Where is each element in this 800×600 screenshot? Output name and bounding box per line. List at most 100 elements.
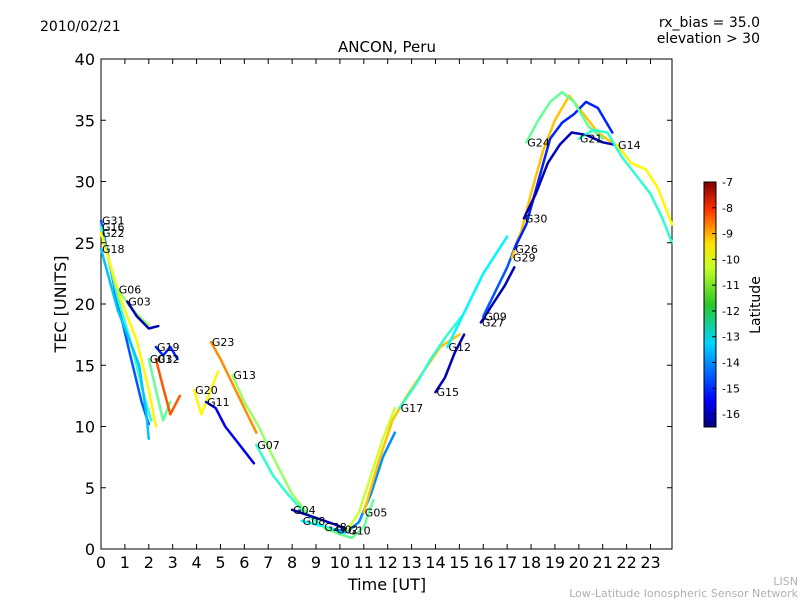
colorbar-tick-label: -12 (722, 305, 740, 318)
x-tick-label: 22 (616, 553, 636, 572)
series-g19 (154, 345, 179, 361)
x-tick-label: 18 (521, 553, 541, 572)
colorbar-label: Latitude (748, 276, 764, 334)
x-tick-label: 9 (311, 553, 321, 572)
series-label-g14: G14 (618, 139, 641, 152)
series-g26 (513, 100, 614, 251)
x-tick-label: 20 (569, 553, 589, 572)
x-tick-label: 1 (120, 553, 130, 572)
series-g05 (362, 333, 461, 514)
x-tick-label: 2 (144, 553, 154, 572)
series-g23 (209, 340, 258, 434)
colorbar-tick-label: -15 (722, 382, 740, 395)
x-tick-label: 5 (215, 553, 225, 572)
series-g10 (345, 406, 397, 532)
series-label-g15: G15 (436, 386, 459, 399)
series-g11 (204, 400, 256, 465)
colorbar-tick-label: -16 (722, 408, 740, 421)
x-tick-label: 14 (425, 553, 445, 572)
series-g18 (99, 247, 151, 441)
y-tick-label: 15 (75, 356, 95, 375)
series-g27 (479, 266, 516, 324)
series-label-g23: G23 (212, 336, 235, 349)
x-tick-label: 6 (239, 553, 249, 572)
series-label-g18: G18 (102, 243, 125, 256)
series-layer (99, 90, 674, 540)
series-g22 (99, 231, 158, 428)
series-g30 (522, 131, 616, 220)
series-label-g17: G17 (401, 402, 424, 415)
y-tick-label: 40 (75, 50, 95, 69)
x-tick-label: 7 (263, 553, 273, 572)
y-tick-label: 30 (75, 173, 95, 192)
y-tick-label: 35 (75, 111, 95, 130)
series-label-g19: G19 (157, 341, 180, 354)
series-label-g30: G30 (525, 212, 548, 225)
series-label-g02: G02 (336, 523, 359, 536)
series-g01 (147, 357, 172, 422)
series-label-g09: G09 (484, 310, 507, 323)
series-label-g21: G21 (580, 133, 603, 146)
x-tick-label: 0 (96, 553, 106, 572)
series-label-g01: G01 (150, 353, 173, 366)
colorbar-tick-label: -8 (722, 202, 733, 215)
series-label-g28: G28 (324, 521, 347, 534)
x-tick-label: 16 (473, 553, 493, 572)
series-g28 (321, 498, 375, 540)
x-tick-label: 3 (168, 553, 178, 572)
x-tick-label: 8 (287, 553, 297, 572)
x-tick-label: 17 (497, 553, 517, 572)
series-g15 (434, 333, 466, 394)
colorbar-tick-label: -11 (722, 279, 740, 292)
y-axis-ticks: 0 5 10 15 20 25 30 35 40 (75, 50, 672, 559)
colorbar-tick-label: -9 (722, 228, 733, 241)
series-label-g03: G03 (128, 296, 151, 309)
colorbar-ticks: -7 -8 -9 -10 -11 -12 -13 -14 -15 -16 (712, 176, 740, 421)
series-label-g07: G07 (257, 439, 280, 452)
x-axis-label: Time [UT] (347, 575, 426, 594)
chart-title: ANCON, Peru (338, 38, 436, 56)
series-g12 (446, 235, 509, 349)
series-g04 (290, 508, 351, 532)
rx-bias-label: rx_bias = 35.0 (659, 15, 760, 31)
series-g24 (525, 90, 604, 144)
x-axis-ticks: 0 1 2 3 4 5 6 7 8 9 10 11 12 13 14 15 16 17 18 19 20 21 22 23 (96, 59, 661, 572)
y-axis-label: TEC [UNITS] (51, 256, 70, 354)
colorbar (703, 181, 717, 428)
series-label-g10: G10 (348, 525, 371, 538)
series-label-g22: G22 (102, 227, 125, 240)
series-label-g26: G26 (515, 243, 538, 256)
colorbar-tick-label: -14 (722, 357, 740, 370)
series-label-g05: G05 (365, 506, 388, 519)
series-g17 (398, 315, 464, 410)
series-label-g08: G08 (303, 515, 326, 528)
series-label-g20: G20 (195, 384, 218, 397)
colorbar-tick-label: -13 (722, 331, 740, 344)
x-tick-label: 21 (593, 553, 613, 572)
series-label-g27: G27 (482, 316, 505, 329)
x-tick-label: 10 (330, 553, 350, 572)
series-label-g29: G29 (513, 251, 536, 264)
series-g20 (192, 370, 220, 416)
x-tick-label: 23 (640, 553, 660, 572)
y-tick-label: 0 (85, 540, 95, 559)
series-label-g13: G13 (233, 369, 256, 382)
x-tick-label: 19 (545, 553, 565, 572)
x-tick-label: 11 (354, 553, 374, 572)
series-label-g12: G12 (448, 341, 471, 354)
x-tick-label: 4 (191, 553, 201, 572)
series-g32 (154, 357, 182, 416)
colorbar-tick-label: -10 (722, 253, 740, 266)
series-label-g11: G11 (207, 396, 230, 409)
y-tick-label: 20 (75, 295, 95, 314)
series-g14 (615, 143, 674, 226)
series-label-g04: G04 (293, 504, 316, 517)
x-tick-label: 13 (401, 553, 421, 572)
y-tick-label: 25 (75, 234, 95, 253)
series-g29 (510, 94, 616, 259)
x-tick-label: 12 (378, 553, 398, 572)
series-label-g16: G16 (102, 221, 125, 234)
series-g03 (126, 300, 160, 330)
